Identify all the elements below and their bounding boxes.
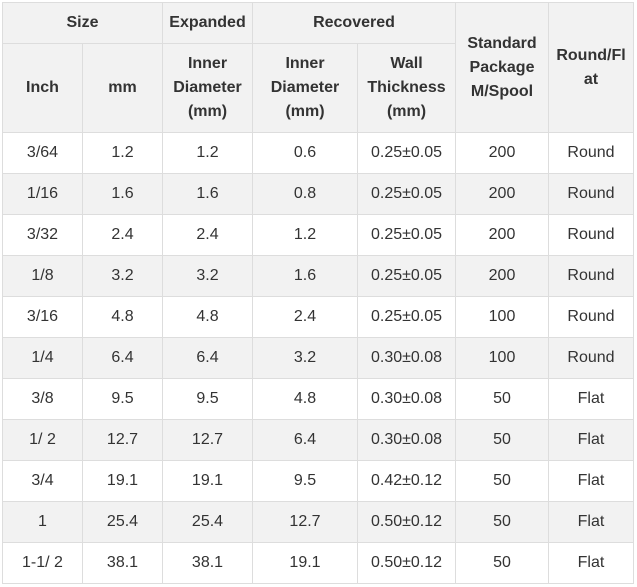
header-mm: mm bbox=[82, 43, 163, 133]
cell-package: 200 bbox=[455, 255, 549, 297]
table-row: 3/64 1.2 1.2 0.6 0.25±0.05 200 Round bbox=[2, 132, 634, 174]
cell-package: 200 bbox=[455, 132, 549, 174]
cell-expanded-id: 6.4 bbox=[162, 337, 253, 379]
table-row: 1/16 1.6 1.6 0.8 0.25±0.05 200 Round bbox=[2, 173, 634, 215]
cell-mm: 1.6 bbox=[82, 173, 163, 215]
table-row: 1 25.4 25.4 12.7 0.50±0.12 50 Flat bbox=[2, 501, 634, 543]
cell-recovered-id: 2.4 bbox=[252, 296, 358, 338]
cell-inch: 3/16 bbox=[2, 296, 83, 338]
cell-shape: Round bbox=[548, 255, 634, 297]
cell-recovered-id: 0.8 bbox=[252, 173, 358, 215]
cell-recovered-id: 6.4 bbox=[252, 419, 358, 461]
cell-mm: 12.7 bbox=[82, 419, 163, 461]
table-row: 3/32 2.4 2.4 1.2 0.25±0.05 200 Round bbox=[2, 214, 634, 256]
cell-inch: 1/4 bbox=[2, 337, 83, 379]
table-row: 1/4 6.4 6.4 3.2 0.30±0.08 100 Round bbox=[2, 337, 634, 379]
cell-shape: Round bbox=[548, 132, 634, 174]
table-row: 1-1/ 2 38.1 38.1 19.1 0.50±0.12 50 Flat bbox=[2, 542, 634, 584]
cell-recovered-id: 1.2 bbox=[252, 214, 358, 256]
cell-wall-thickness: 0.25±0.05 bbox=[357, 132, 456, 174]
cell-inch: 1/16 bbox=[2, 173, 83, 215]
cell-wall-thickness: 0.25±0.05 bbox=[357, 214, 456, 256]
cell-shape: Flat bbox=[548, 542, 634, 584]
cell-inch: 1/8 bbox=[2, 255, 83, 297]
cell-wall-thickness: 0.25±0.05 bbox=[357, 296, 456, 338]
cell-wall-thickness: 0.50±0.12 bbox=[357, 501, 456, 543]
cell-shape: Flat bbox=[548, 460, 634, 502]
cell-package: 100 bbox=[455, 337, 549, 379]
cell-shape: Round bbox=[548, 337, 634, 379]
cell-inch: 1/ 2 bbox=[2, 419, 83, 461]
cell-wall-thickness: 0.25±0.05 bbox=[357, 255, 456, 297]
cell-wall-thickness: 0.30±0.08 bbox=[357, 419, 456, 461]
cell-shape: Round bbox=[548, 214, 634, 256]
header-recovered-inner-diameter: Inner Diameter (mm) bbox=[252, 43, 358, 133]
header-standard-package: Standard Package M/Spool bbox=[455, 2, 549, 133]
cell-package: 50 bbox=[455, 378, 549, 420]
cell-mm: 38.1 bbox=[82, 542, 163, 584]
cell-expanded-id: 9.5 bbox=[162, 378, 253, 420]
cell-mm: 19.1 bbox=[82, 460, 163, 502]
table-row: 3/16 4.8 4.8 2.4 0.25±0.05 100 Round bbox=[2, 296, 634, 338]
cell-shape: Flat bbox=[548, 501, 634, 543]
cell-shape: Round bbox=[548, 296, 634, 338]
cell-expanded-id: 4.8 bbox=[162, 296, 253, 338]
cell-shape: Flat bbox=[548, 378, 634, 420]
cell-package: 50 bbox=[455, 542, 549, 584]
cell-recovered-id: 3.2 bbox=[252, 337, 358, 379]
cell-expanded-id: 25.4 bbox=[162, 501, 253, 543]
cell-package: 100 bbox=[455, 296, 549, 338]
cell-mm: 9.5 bbox=[82, 378, 163, 420]
cell-recovered-id: 1.6 bbox=[252, 255, 358, 297]
cell-recovered-id: 9.5 bbox=[252, 460, 358, 502]
cell-package: 50 bbox=[455, 460, 549, 502]
cell-shape: Round bbox=[548, 173, 634, 215]
cell-inch: 3/64 bbox=[2, 132, 83, 174]
cell-wall-thickness: 0.50±0.12 bbox=[357, 542, 456, 584]
cell-mm: 25.4 bbox=[82, 501, 163, 543]
table-row: 3/8 9.5 9.5 4.8 0.30±0.08 50 Flat bbox=[2, 378, 634, 420]
header-recovered: Recovered bbox=[252, 2, 456, 44]
cell-wall-thickness: 0.42±0.12 bbox=[357, 460, 456, 502]
cell-mm: 1.2 bbox=[82, 132, 163, 174]
cell-expanded-id: 1.6 bbox=[162, 173, 253, 215]
cell-mm: 4.8 bbox=[82, 296, 163, 338]
header-round-flat: Round/Flat bbox=[548, 2, 634, 133]
header-expanded-inner-diameter: Inner Diameter (mm) bbox=[162, 43, 253, 133]
cell-inch: 1-1/ 2 bbox=[2, 542, 83, 584]
cell-mm: 2.4 bbox=[82, 214, 163, 256]
cell-package: 200 bbox=[455, 214, 549, 256]
cell-package: 50 bbox=[455, 419, 549, 461]
cell-recovered-id: 0.6 bbox=[252, 132, 358, 174]
table-row: 1/8 3.2 3.2 1.6 0.25±0.05 200 Round bbox=[2, 255, 634, 297]
cell-recovered-id: 19.1 bbox=[252, 542, 358, 584]
cell-wall-thickness: 0.30±0.08 bbox=[357, 337, 456, 379]
cell-inch: 3/8 bbox=[2, 378, 83, 420]
cell-mm: 6.4 bbox=[82, 337, 163, 379]
cell-mm: 3.2 bbox=[82, 255, 163, 297]
cell-expanded-id: 2.4 bbox=[162, 214, 253, 256]
cell-expanded-id: 1.2 bbox=[162, 132, 253, 174]
cell-inch: 3/4 bbox=[2, 460, 83, 502]
header-wall-thickness: Wall Thickness (mm) bbox=[357, 43, 456, 133]
cell-inch: 1 bbox=[2, 501, 83, 543]
cell-expanded-id: 12.7 bbox=[162, 419, 253, 461]
cell-inch: 3/32 bbox=[2, 214, 83, 256]
cell-recovered-id: 12.7 bbox=[252, 501, 358, 543]
table-row: 1/ 2 12.7 12.7 6.4 0.30±0.08 50 Flat bbox=[2, 419, 634, 461]
cell-wall-thickness: 0.30±0.08 bbox=[357, 378, 456, 420]
cell-shape: Flat bbox=[548, 419, 634, 461]
header-size: Size bbox=[2, 2, 163, 44]
cell-expanded-id: 38.1 bbox=[162, 542, 253, 584]
cell-package: 50 bbox=[455, 501, 549, 543]
cell-expanded-id: 3.2 bbox=[162, 255, 253, 297]
cell-package: 200 bbox=[455, 173, 549, 215]
header-inch: Inch bbox=[2, 43, 83, 133]
header-expanded: Expanded bbox=[162, 2, 253, 44]
cell-expanded-id: 19.1 bbox=[162, 460, 253, 502]
cell-recovered-id: 4.8 bbox=[252, 378, 358, 420]
cell-wall-thickness: 0.25±0.05 bbox=[357, 173, 456, 215]
table-row: 3/4 19.1 19.1 9.5 0.42±0.12 50 Flat bbox=[2, 460, 634, 502]
